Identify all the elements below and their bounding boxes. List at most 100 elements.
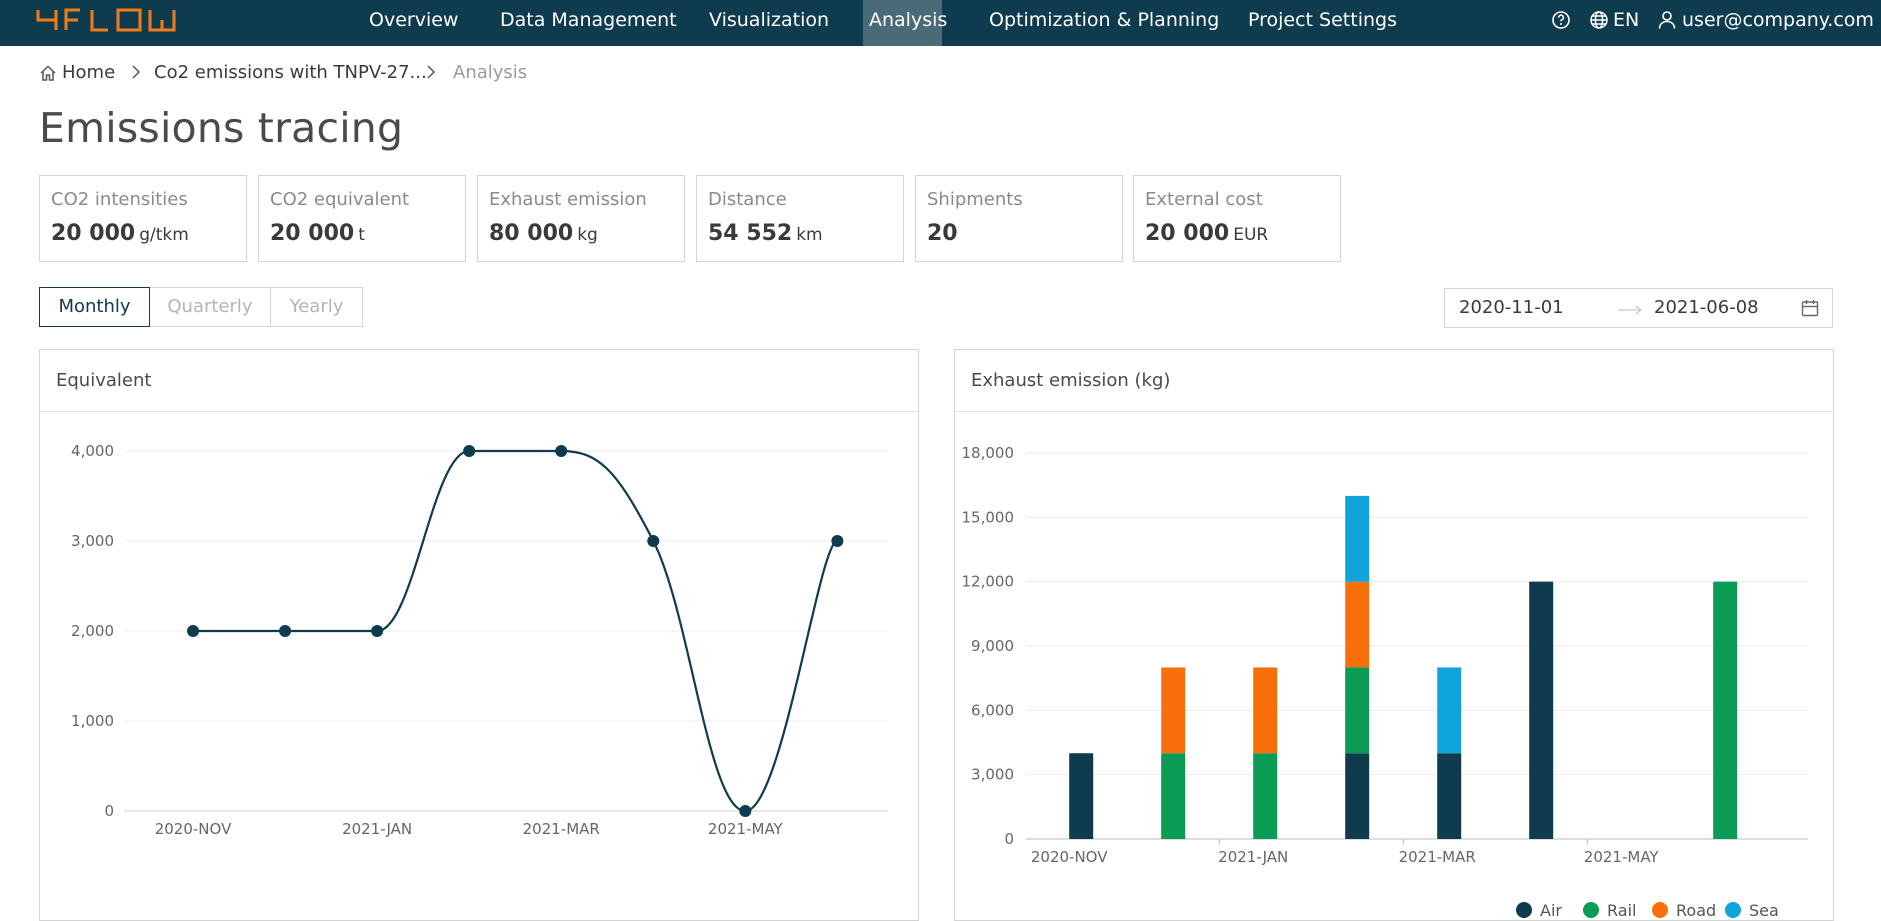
chevron-right-icon — [427, 65, 436, 79]
bar-segment-air — [1345, 753, 1370, 839]
x-tick-label: 2021-JAN — [1218, 848, 1288, 866]
chevron-right-icon — [132, 65, 141, 79]
breadcrumb-home[interactable]: Home — [39, 60, 115, 86]
stat-value: 20 000 t — [270, 221, 365, 246]
top-navigation-bar: Overview Data Management Visualization A… — [0, 0, 1881, 46]
exhaust-emission-stacked-bar-chart: 0 3,000 6,000 9,000 12,000 15,000 18,000 2020-N… — [962, 444, 1808, 920]
language-label: EN — [1613, 9, 1640, 31]
data-point — [831, 535, 844, 547]
nav-project-settings[interactable]: Project Settings — [1248, 9, 1397, 31]
date-range-picker[interactable]: 2020-11-01 2021-06-08 — [1444, 288, 1833, 328]
bar-segment-rail — [1345, 667, 1370, 754]
period-monthly-button[interactable]: Monthly — [39, 287, 150, 327]
bar-segment-air — [1529, 581, 1554, 839]
y-tick-label: 18,000 — [962, 444, 1015, 462]
period-yearly-button[interactable]: Yearly — [270, 287, 363, 327]
date-range-end[interactable]: 2021-06-08 — [1654, 297, 1759, 318]
legend-label: Road — [1676, 901, 1716, 920]
legend-label: Rail — [1607, 901, 1636, 920]
panel-divider — [40, 411, 918, 412]
stat-card-shipments: Shipments 20 — [915, 175, 1123, 262]
bar-segment-sea — [1437, 667, 1462, 754]
nav-overview[interactable]: Overview — [369, 9, 459, 31]
brand-logo[interactable] — [36, 8, 198, 32]
y-tick-label: 12,000 — [962, 573, 1015, 591]
data-point — [463, 445, 476, 457]
y-tick-label: 4,000 — [71, 442, 114, 460]
equivalent-chart-panel: Equivalent 0 1,000 2,000 3,000 4,000 2020-NOV… — [39, 349, 919, 921]
user-icon — [1658, 11, 1676, 29]
x-tick-label: 2021-MAR — [1399, 848, 1476, 866]
stat-label: CO2 equivalent — [270, 189, 410, 210]
date-range-start[interactable]: 2020-11-01 — [1459, 297, 1564, 318]
bar-segment-rail — [1161, 753, 1186, 839]
x-tick-label: 2021-MAY — [708, 820, 784, 838]
stat-value: 20 000 g/tkm — [51, 221, 189, 246]
stat-label: Shipments — [927, 189, 1023, 210]
user-menu[interactable]: user@company.com — [1658, 0, 1874, 40]
y-tick-label: 15,000 — [962, 508, 1015, 526]
period-quarterly-button[interactable]: Quarterly — [149, 287, 271, 327]
data-point — [647, 535, 660, 547]
data-point — [371, 625, 384, 637]
bar-segment-road — [1253, 667, 1278, 754]
stat-value: 80 000 kg — [489, 221, 598, 246]
y-tick-label: 2,000 — [71, 622, 114, 640]
stat-card-co2-equivalent: CO2 equivalent 20 000 t — [258, 175, 466, 262]
x-tick-label: 2020-NOV — [1031, 848, 1108, 866]
nav-data-management[interactable]: Data Management — [500, 9, 677, 31]
data-point — [739, 805, 752, 817]
breadcrumb-home-label: Home — [62, 62, 116, 83]
legend-marker-rail — [1583, 902, 1599, 918]
legend-marker-road — [1652, 902, 1668, 918]
x-tick-label: 2021-JAN — [342, 820, 412, 838]
y-tick-label: 6,000 — [971, 701, 1014, 719]
user-email: user@company.com — [1682, 9, 1874, 31]
legend-marker-air — [1516, 902, 1532, 918]
arrow-right-icon — [1618, 305, 1642, 315]
equivalent-line-chart: 0 1,000 2,000 3,000 4,000 2020-NOV 2021-JAN 202… — [71, 442, 888, 838]
stat-card-external-cost: External cost 20 000 EUR — [1133, 175, 1341, 262]
bar-segment-road — [1161, 667, 1186, 754]
legend-label: Sea — [1749, 901, 1779, 920]
x-tick-label: 2021-MAY — [1584, 848, 1660, 866]
home-icon — [40, 65, 56, 81]
bar-segment-air — [1437, 753, 1462, 839]
stat-value: 54 552 km — [708, 221, 823, 246]
nav-optimization-planning[interactable]: Optimization & Planning — [989, 9, 1220, 31]
breadcrumb-project[interactable]: Co2 emissions with TNPV-27... — [154, 62, 427, 83]
stat-card-co2-intensities: CO2 intensities 20 000 g/tkm — [39, 175, 247, 262]
x-tick-label: 2021-MAR — [523, 820, 600, 838]
nav-analysis[interactable]: Analysis — [863, 0, 947, 46]
y-tick-label: 0 — [104, 802, 114, 820]
x-tick-label: 2020-NOV — [155, 820, 232, 838]
help-button[interactable] — [1551, 0, 1571, 40]
y-tick-label: 3,000 — [971, 766, 1014, 784]
data-point — [555, 445, 568, 457]
y-tick-label: 3,000 — [71, 532, 114, 550]
y-tick-label: 1,000 — [71, 712, 114, 730]
language-selector[interactable]: EN — [1589, 0, 1639, 40]
bar-segment-air — [1069, 753, 1094, 839]
data-point — [279, 625, 292, 637]
stat-card-distance: Distance 54 552 km — [696, 175, 904, 262]
globe-icon — [1590, 11, 1608, 29]
data-point — [187, 625, 200, 637]
stat-value: 20 — [927, 221, 958, 246]
nav-visualization[interactable]: Visualization — [709, 9, 830, 31]
bar-segment-rail — [1253, 753, 1278, 839]
exhaust-emission-chart-panel: Exhaust emission (kg) 0 3,000 6,000 9,000 12… — [954, 349, 1834, 921]
breadcrumb-current: Analysis — [453, 62, 528, 83]
stat-label: CO2 intensities — [51, 189, 188, 210]
stat-label: External cost — [1145, 189, 1263, 210]
panel-divider — [955, 411, 1833, 412]
legend-marker-sea — [1725, 902, 1741, 918]
calendar-icon[interactable] — [1801, 299, 1819, 317]
bar-segment-sea — [1345, 495, 1370, 582]
bar-segment-rail — [1713, 581, 1738, 839]
panel-title: Exhaust emission (kg) — [971, 370, 1171, 391]
help-icon — [1552, 11, 1570, 29]
bar-segment-road — [1345, 581, 1370, 668]
stat-label: Distance — [708, 189, 787, 210]
y-tick-label: 0 — [1004, 830, 1014, 848]
